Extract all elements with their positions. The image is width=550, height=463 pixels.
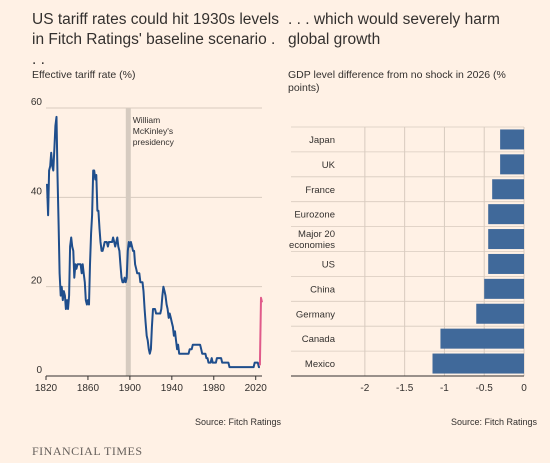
source-note-left: Source: Fitch Ratings xyxy=(195,417,282,427)
category-label: Major 20 xyxy=(298,229,335,240)
x-tick-label: 1980 xyxy=(203,383,226,394)
annotation-text: presidency xyxy=(133,137,175,147)
source-note-right: Source: Fitch Ratings xyxy=(451,417,538,427)
x-tick-label: 1820 xyxy=(35,383,58,394)
bar xyxy=(432,353,524,374)
category-label: China xyxy=(310,284,336,295)
bar xyxy=(488,253,524,274)
y-axis-label-left: Effective tariff rate (%) xyxy=(32,69,136,81)
x-tick-label: -1.5 xyxy=(396,383,414,394)
category-label: France xyxy=(305,185,335,196)
bar xyxy=(500,154,524,175)
series-line-historical xyxy=(46,115,260,369)
category-label: Canada xyxy=(302,334,336,345)
bar xyxy=(440,328,524,349)
bar xyxy=(488,204,524,225)
category-label: US xyxy=(322,259,335,270)
annotation-text: McKinley's xyxy=(133,126,173,136)
y-tick-label: 40 xyxy=(31,186,43,197)
axis-label-right: GDP level difference from no shock in 20… xyxy=(288,69,506,94)
bar xyxy=(492,179,524,200)
bar xyxy=(488,229,524,250)
category-label: Japan xyxy=(309,135,335,146)
ft-logo: FINANCIAL TIMES xyxy=(32,444,143,458)
x-tick-label: -2 xyxy=(360,383,369,394)
category-label: Germany xyxy=(296,309,335,320)
y-tick-label: 0 xyxy=(36,365,42,376)
category-label: Eurozone xyxy=(294,210,335,221)
y-tick-label: 20 xyxy=(31,276,43,287)
x-tick-label: 1900 xyxy=(119,383,142,394)
x-tick-label: 0 xyxy=(521,383,527,394)
bar xyxy=(484,278,524,299)
series-line-projection xyxy=(258,296,263,366)
y-tick-label: 60 xyxy=(31,97,43,108)
chart-title-right: . . . which would severely harm global g… xyxy=(288,11,500,48)
x-tick-label: -1 xyxy=(440,383,449,394)
x-tick-label: -0.5 xyxy=(476,383,494,394)
x-tick-label: 2020 xyxy=(245,383,268,394)
x-tick-label: 1860 xyxy=(77,383,100,394)
x-tick-label: 1940 xyxy=(161,383,184,394)
bar xyxy=(476,303,524,324)
annotation-text: William xyxy=(133,115,160,125)
bar xyxy=(500,129,524,150)
chart-title-left: US tariff rates could hit 1930s levels i… xyxy=(32,11,279,68)
category-label: economies xyxy=(289,240,335,251)
category-label: UK xyxy=(322,160,336,171)
category-label: Mexico xyxy=(305,359,335,370)
